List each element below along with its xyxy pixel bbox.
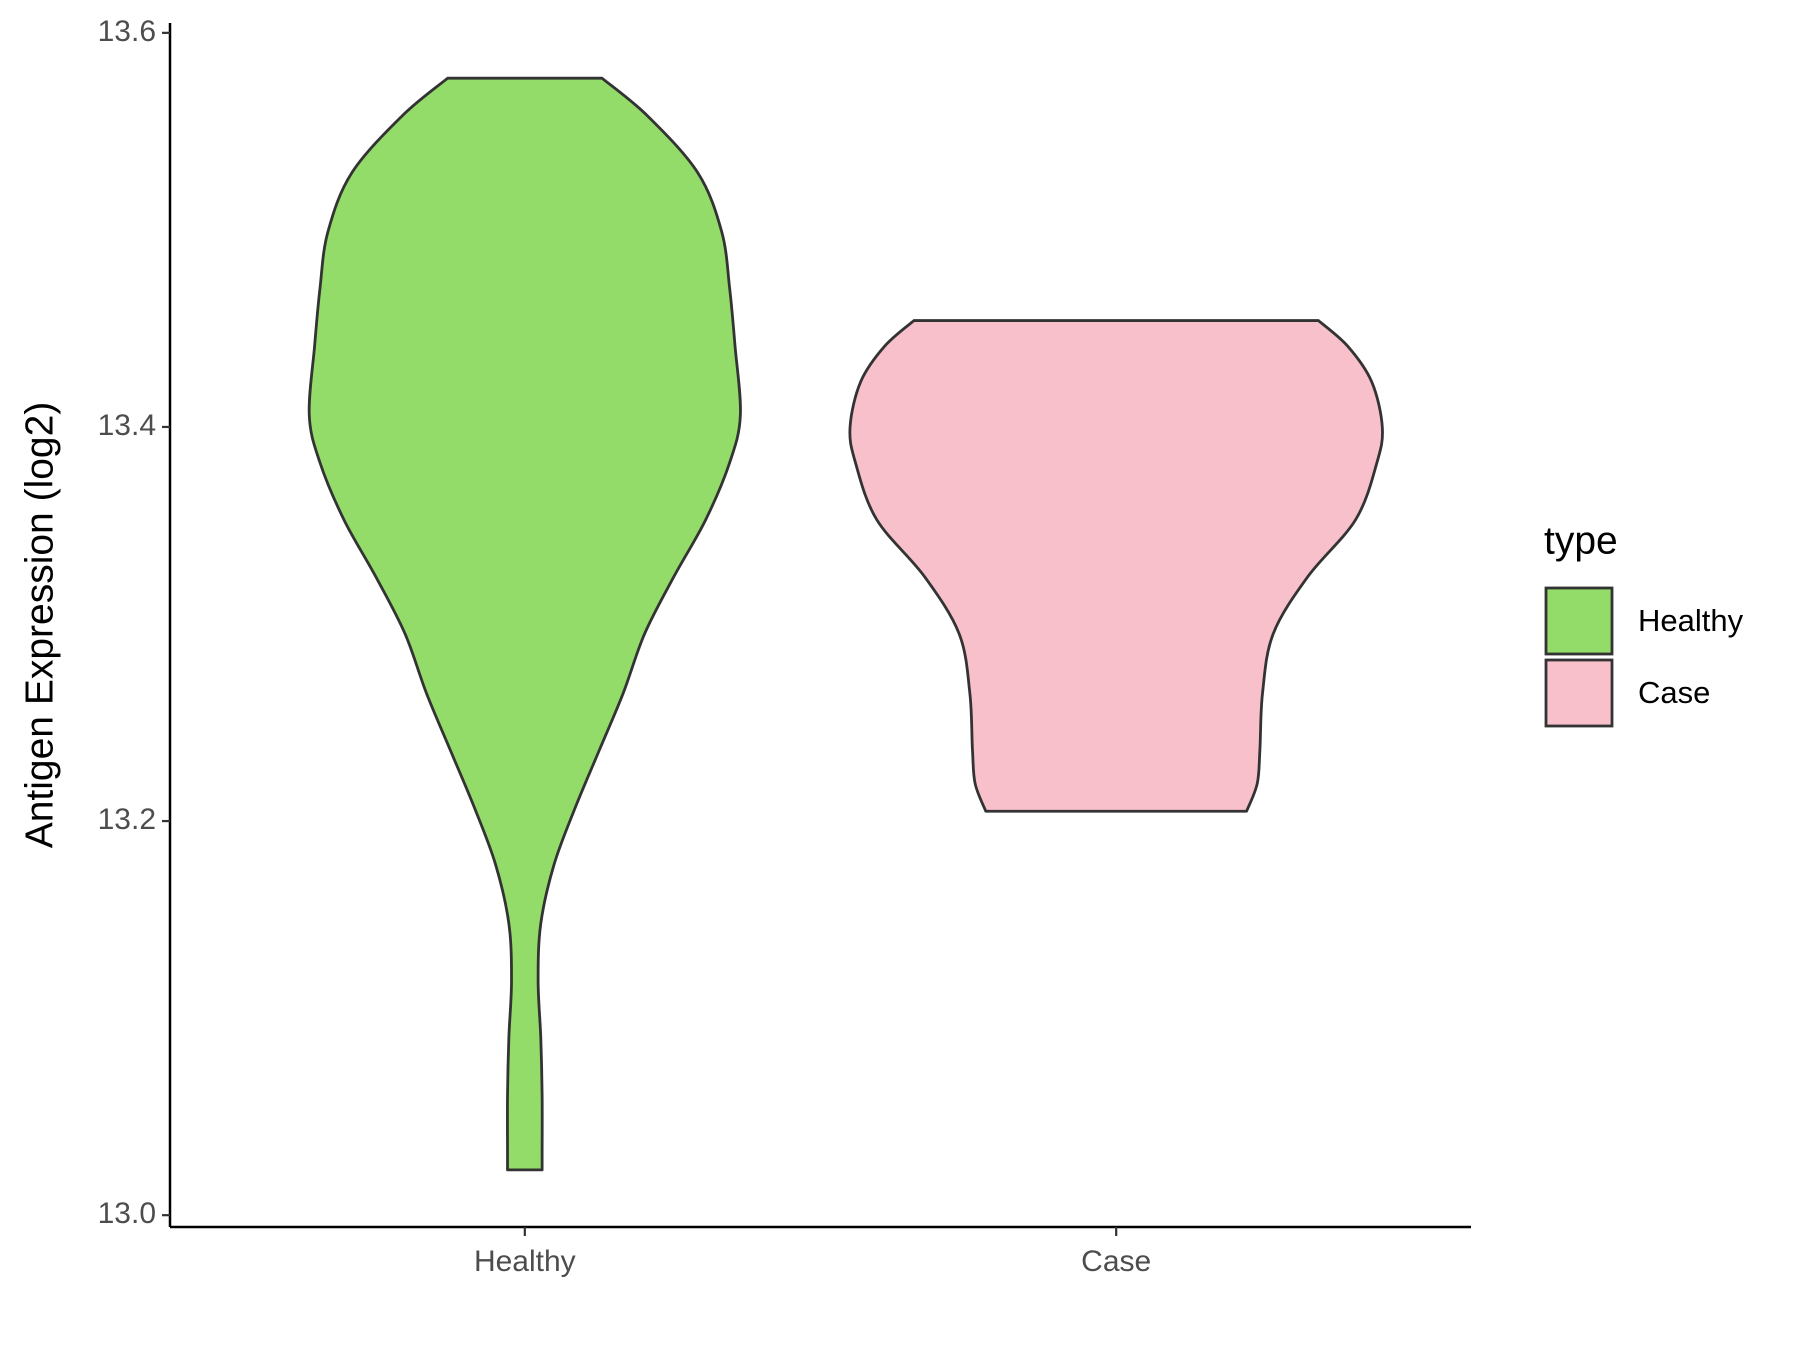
legend-label: Case <box>1638 675 1710 710</box>
y-tick-label: 13.4 <box>98 409 156 442</box>
y-tick-label: 13.0 <box>98 1197 156 1230</box>
legend-title: type <box>1544 519 1618 562</box>
legend-label: Healthy <box>1638 603 1744 638</box>
legend-key <box>1544 658 1614 728</box>
x-tick-label: Healthy <box>474 1245 576 1278</box>
legend-key <box>1544 586 1614 656</box>
violin <box>848 319 1384 813</box>
y-tick-label: 13.6 <box>98 15 156 48</box>
y-axis-title: Antigen Expression (log2) <box>18 402 61 849</box>
y-tick-label: 13.2 <box>98 803 156 836</box>
violin <box>307 76 742 1172</box>
x-tick-label: Case <box>1081 1245 1151 1278</box>
